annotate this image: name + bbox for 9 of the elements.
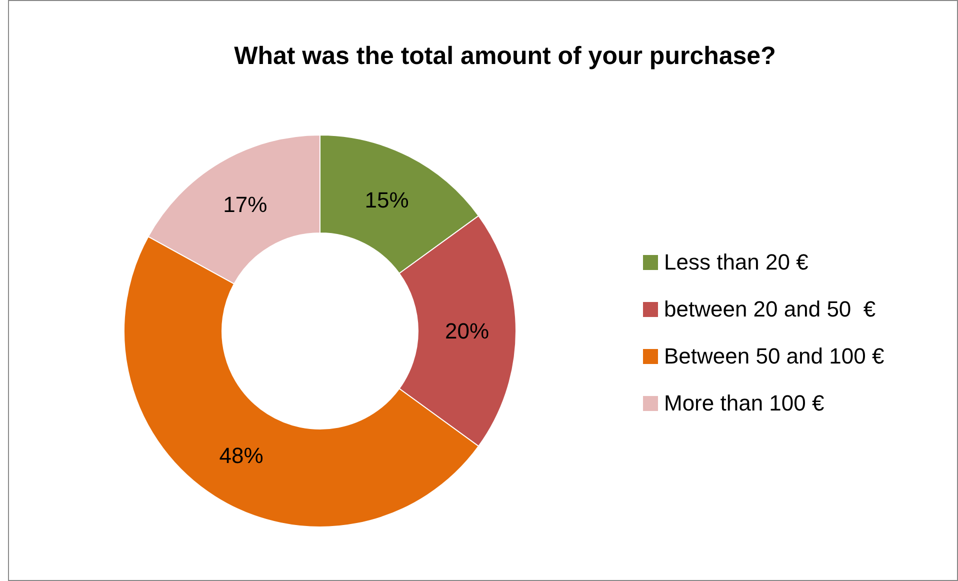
legend-label: between 20 and 50 € (664, 296, 876, 322)
legend-label: Less than 20 € (664, 250, 808, 275)
legend-label: More than 100 € (664, 390, 824, 416)
data-label: 48% (219, 442, 264, 468)
data-label: 15% (364, 188, 409, 213)
data-label: 17% (223, 192, 268, 218)
chart-title: What was the total amount of your purchase? (234, 42, 776, 70)
legend-label: Between 50 and 100 € (664, 344, 884, 369)
data-label: 20% (444, 318, 490, 344)
